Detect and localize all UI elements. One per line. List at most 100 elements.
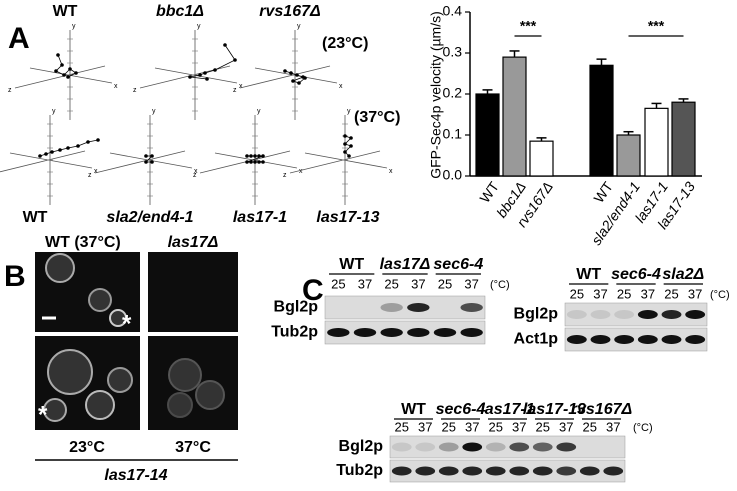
band — [438, 442, 459, 452]
blot-strip — [324, 320, 486, 345]
band — [566, 335, 587, 344]
axis-label: z — [8, 87, 12, 94]
band — [460, 328, 483, 337]
axis-label: z — [88, 172, 92, 179]
band — [590, 335, 611, 344]
unit: (°C) — [633, 422, 653, 434]
axis — [214, 152, 298, 169]
cell — [88, 288, 112, 312]
temperature: 37 — [411, 276, 425, 291]
micrograph — [148, 252, 238, 332]
trajectory-point — [68, 67, 72, 71]
strain-label: las17-1 — [233, 209, 287, 226]
band — [353, 328, 377, 337]
trajectory-point — [38, 154, 42, 158]
trajectory-point — [349, 144, 353, 148]
band — [637, 335, 658, 344]
asterisk: * — [122, 310, 132, 337]
trajectory-point — [257, 154, 261, 158]
temperature: 37 — [464, 276, 478, 291]
cell — [43, 398, 67, 422]
axis-label: y — [52, 108, 56, 115]
axis-label: z — [133, 87, 137, 94]
axis-label: x — [339, 83, 343, 90]
band — [391, 466, 412, 476]
axis-label: z — [233, 87, 237, 94]
axis — [289, 150, 381, 174]
trajectory-point — [76, 144, 80, 148]
axis — [94, 150, 186, 174]
trajectory-point — [291, 79, 295, 83]
trajectory-point — [86, 140, 90, 144]
temperature: 37 — [512, 419, 526, 434]
axis — [0, 150, 86, 173]
panel-label: A — [8, 22, 30, 55]
condition: 23°C — [69, 439, 105, 456]
axis-label: x — [299, 168, 303, 175]
band — [532, 466, 553, 476]
trajectory-point — [249, 160, 253, 164]
trajectory-point — [144, 154, 148, 158]
temperature: (23°C) — [322, 35, 368, 52]
temperature: 25 — [489, 419, 503, 434]
trajectory-point — [66, 75, 70, 79]
strain-label: las17-1 — [480, 401, 534, 418]
strain-label: sla2/end4-1 — [106, 209, 193, 226]
trajectory-point — [144, 160, 148, 164]
strain-label: las17-13 — [523, 401, 586, 418]
trajectory-point — [50, 150, 54, 154]
trajectory-point — [245, 160, 249, 164]
axis-label: y — [347, 108, 351, 115]
temperature: 25 — [384, 276, 398, 291]
panel-title: las17Δ — [168, 234, 219, 251]
axis — [109, 152, 193, 169]
trajectory-point — [289, 71, 293, 75]
strain-label: sla2Δ — [662, 266, 704, 283]
blot-strip — [389, 435, 626, 459]
blot-strip — [324, 295, 486, 320]
temperature: 25 — [583, 419, 597, 434]
axis-label: y — [257, 108, 261, 115]
trajectory-point — [62, 73, 66, 77]
strain-label: sec6-4 — [436, 401, 486, 418]
row-label: Bgl2p — [274, 299, 319, 316]
unit: (°C) — [490, 279, 510, 291]
trajectory-point — [283, 69, 287, 73]
significance: *** — [520, 18, 537, 34]
strain-label: bbc1Δ — [156, 3, 204, 20]
cell — [85, 390, 115, 420]
trajectory-point — [253, 154, 257, 158]
band — [579, 466, 600, 476]
bar — [589, 64, 614, 177]
strain-label: las17Δ — [380, 256, 431, 273]
y-tick-label: 0.4 — [443, 3, 463, 19]
strain-label: sec6-4 — [433, 256, 483, 273]
axis-label: x — [114, 83, 118, 90]
y-tick-label: 0.0 — [443, 167, 463, 183]
band — [603, 466, 624, 476]
trajectory-point — [223, 43, 227, 47]
unit: (°C) — [710, 289, 730, 301]
axis — [199, 150, 291, 174]
band — [532, 442, 553, 452]
temperature: 25 — [395, 419, 409, 434]
trajectory-point — [150, 154, 154, 158]
temperature: 25 — [617, 286, 631, 301]
trajectory-point — [343, 134, 347, 138]
temperature: 25 — [438, 276, 452, 291]
axis — [304, 152, 388, 169]
axis — [9, 152, 93, 169]
y-axis-title: GFP-Sec4p velocity (µm/s) — [428, 11, 444, 179]
row-label: Bgl2p — [514, 306, 559, 323]
trajectory-point — [60, 63, 64, 67]
trajectory-point — [58, 148, 62, 152]
trajectory — [145, 155, 153, 163]
band — [460, 303, 483, 312]
temperature: 37 — [641, 286, 655, 301]
temperature: 25 — [570, 286, 584, 301]
band — [415, 466, 436, 476]
strain-label: sec6-4 — [611, 266, 661, 283]
trajectory-point — [253, 160, 257, 164]
trajectory — [246, 155, 264, 163]
axis-label: x — [94, 168, 98, 175]
